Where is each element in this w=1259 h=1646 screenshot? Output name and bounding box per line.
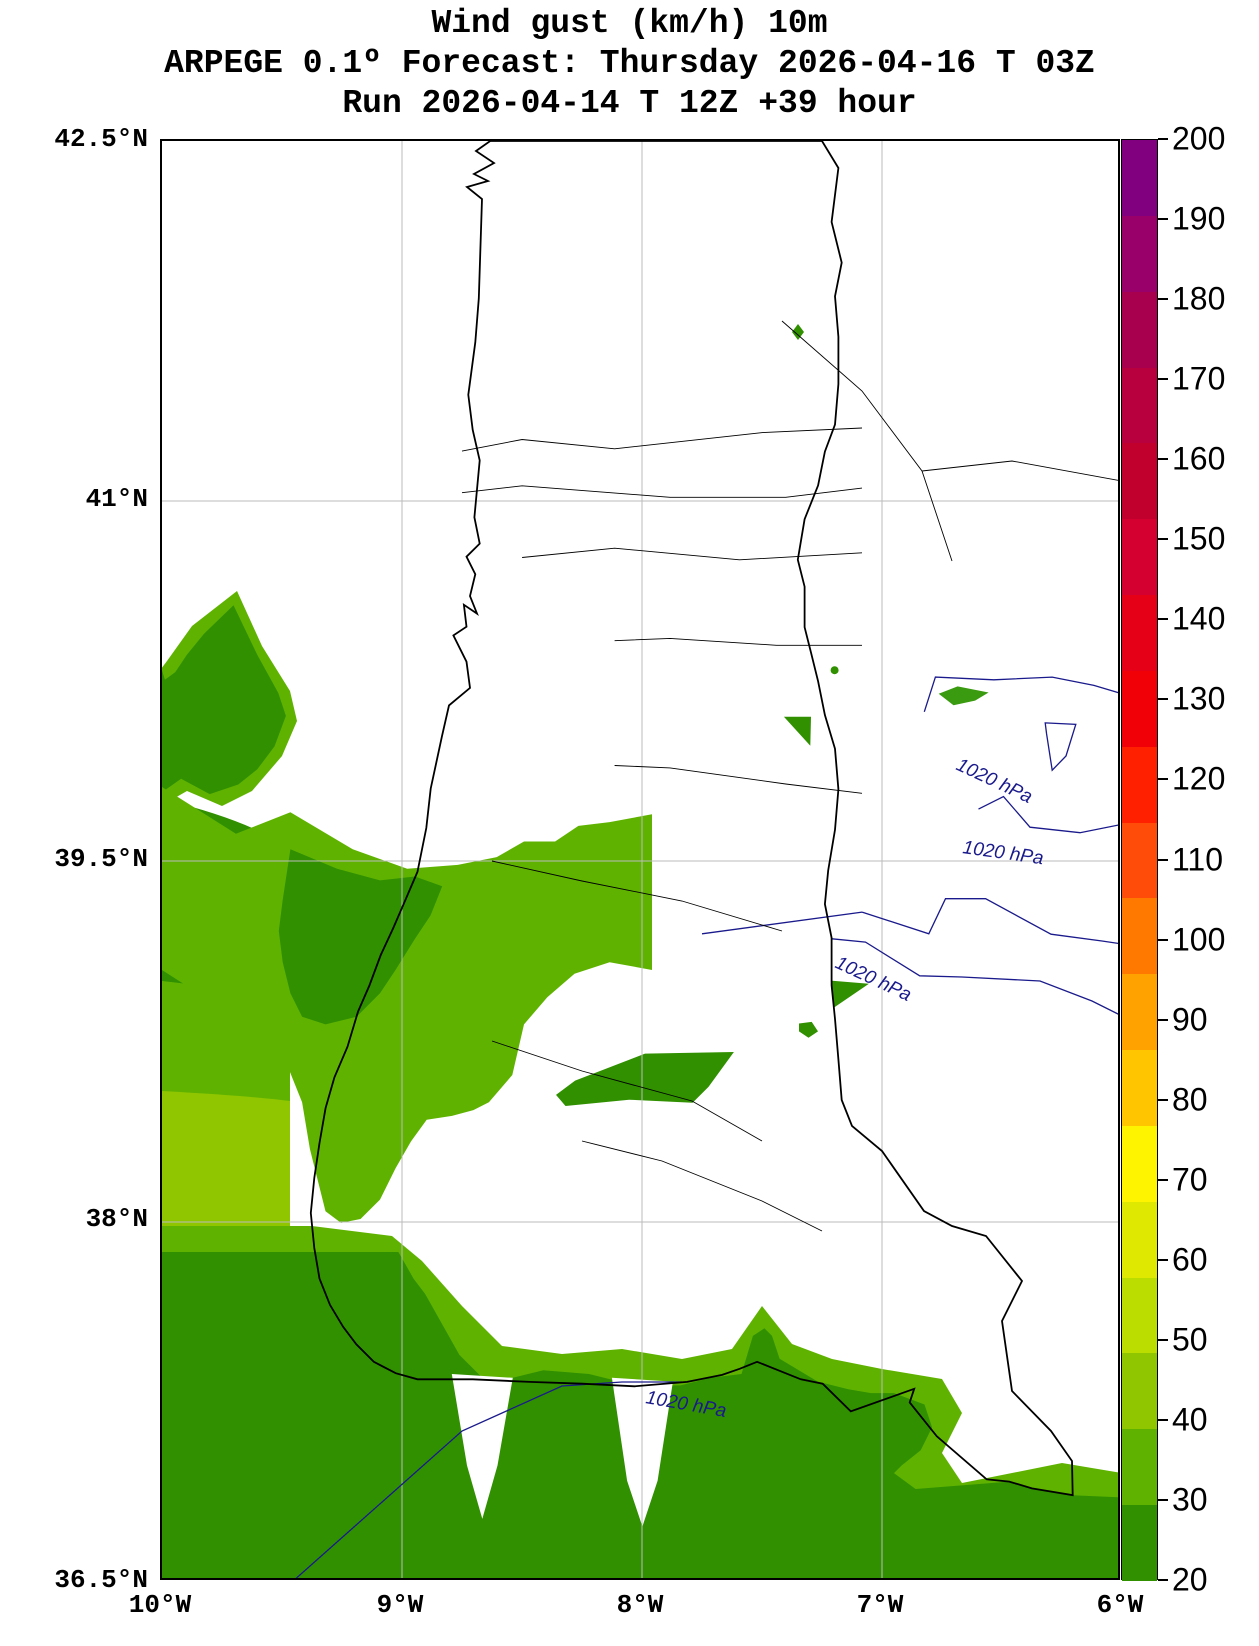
svg-text:1020 hPa: 1020 hPa [953, 754, 1036, 807]
svg-text:1020 hPa: 1020 hPa [961, 837, 1044, 869]
